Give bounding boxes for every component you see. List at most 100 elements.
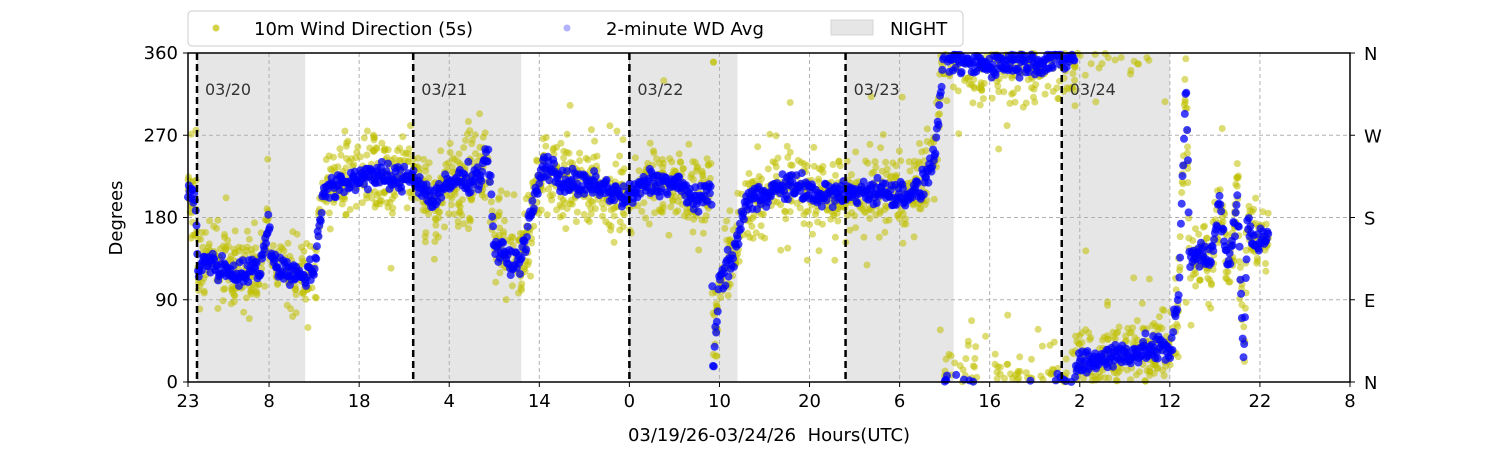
raw-wind-point <box>373 145 381 152</box>
raw-wind-point <box>1201 222 1208 230</box>
raw-wind-point <box>224 242 232 250</box>
raw-wind-point <box>1008 90 1016 98</box>
raw-wind-point <box>298 254 306 262</box>
raw-wind-point <box>653 155 661 163</box>
avg-wind-point <box>1176 253 1185 262</box>
raw-wind-point <box>1062 355 1070 363</box>
raw-wind-point <box>336 145 344 153</box>
raw-wind-point <box>464 118 472 125</box>
raw-wind-point <box>766 130 774 138</box>
raw-wind-point <box>936 110 944 118</box>
raw-wind-point <box>292 309 300 317</box>
raw-wind-point <box>800 211 808 219</box>
raw-wind-point <box>703 155 711 163</box>
avg-wind-point <box>489 222 497 231</box>
raw-wind-point <box>1185 234 1193 242</box>
avg-wind-point <box>415 173 424 182</box>
day-marker-label: 03/24 <box>1070 80 1116 99</box>
raw-wind-point <box>1016 353 1024 361</box>
avg-wind-point <box>1219 225 1228 234</box>
raw-wind-point <box>616 152 624 160</box>
avg-wind-point <box>872 199 881 207</box>
raw-wind-point <box>566 101 574 109</box>
raw-wind-point <box>876 207 884 215</box>
raw-wind-point <box>465 225 473 233</box>
avg-wind-point <box>991 71 1000 79</box>
raw-wind-point <box>971 355 979 362</box>
avg-wind-point <box>708 282 717 291</box>
avg-wind-point <box>1180 134 1188 143</box>
avg-wind-point <box>943 371 951 380</box>
raw-wind-point <box>1252 194 1260 202</box>
avg-wind-point <box>1026 376 1035 385</box>
avg-wind-point <box>437 193 446 202</box>
x-tick-label: 10 <box>708 391 731 412</box>
raw-wind-point <box>240 308 248 316</box>
raw-wind-point <box>565 149 573 157</box>
raw-wind-point <box>972 343 980 351</box>
raw-wind-point <box>341 127 349 135</box>
raw-wind-point <box>434 208 442 216</box>
raw-wind-point <box>803 256 811 264</box>
y-tick-label: 180 <box>144 208 178 229</box>
raw-wind-point <box>451 190 459 198</box>
raw-wind-point <box>368 194 376 202</box>
raw-wind-point <box>968 317 976 325</box>
raw-wind-point <box>1111 56 1119 64</box>
legend-raw-marker <box>212 24 220 32</box>
raw-wind-point <box>769 158 777 166</box>
avg-wind-point <box>1234 222 1243 231</box>
raw-wind-point <box>1176 233 1184 241</box>
avg-wind-point <box>1175 273 1184 282</box>
raw-wind-point <box>1150 369 1158 377</box>
raw-wind-point <box>631 154 639 162</box>
raw-wind-point <box>1226 278 1234 286</box>
raw-wind-point <box>460 220 468 228</box>
avg-wind-point <box>309 270 318 279</box>
avg-wind-point <box>397 187 406 196</box>
avg-wind-point <box>881 179 890 188</box>
raw-wind-point <box>1071 76 1079 84</box>
avg-wind-point <box>317 209 326 217</box>
raw-wind-point <box>198 278 206 286</box>
raw-wind-point <box>1014 369 1022 377</box>
raw-wind-point <box>481 129 489 137</box>
raw-wind-point <box>1216 186 1224 194</box>
raw-wind-point <box>1262 260 1269 267</box>
raw-wind-point <box>542 142 550 150</box>
raw-wind-point <box>773 198 781 206</box>
avg-wind-point <box>522 233 531 242</box>
avg-wind-point <box>1071 373 1080 382</box>
raw-wind-point <box>399 133 407 141</box>
raw-wind-point <box>832 171 839 179</box>
raw-wind-point <box>1069 70 1077 77</box>
raw-wind-point <box>1130 274 1138 282</box>
raw-wind-point <box>587 210 595 218</box>
raw-wind-point <box>834 217 842 225</box>
raw-wind-point <box>496 269 504 277</box>
raw-wind-point <box>695 246 703 254</box>
raw-wind-point <box>1003 122 1011 130</box>
avg-wind-point <box>713 307 722 316</box>
raw-wind-point <box>1195 230 1203 238</box>
raw-wind-point <box>500 231 507 239</box>
raw-wind-point <box>1081 71 1089 79</box>
raw-wind-point <box>1145 275 1153 283</box>
raw-wind-point <box>642 214 650 222</box>
y-axis-label: Degrees <box>106 181 127 256</box>
avg-wind-point <box>1174 291 1183 300</box>
legend-avg-marker <box>563 24 571 32</box>
raw-wind-point <box>916 140 923 147</box>
avg-wind-point <box>1070 56 1079 65</box>
raw-wind-point <box>1072 332 1080 340</box>
raw-wind-point <box>445 159 452 167</box>
raw-wind-point <box>363 151 371 159</box>
avg-wind-point <box>712 317 721 326</box>
raw-wind-point <box>616 218 624 226</box>
raw-wind-point <box>717 294 724 302</box>
raw-wind-point <box>786 99 794 106</box>
raw-wind-point <box>916 160 924 168</box>
avg-wind-point <box>485 177 494 186</box>
raw-wind-point <box>227 252 235 260</box>
raw-wind-point <box>1187 321 1195 329</box>
